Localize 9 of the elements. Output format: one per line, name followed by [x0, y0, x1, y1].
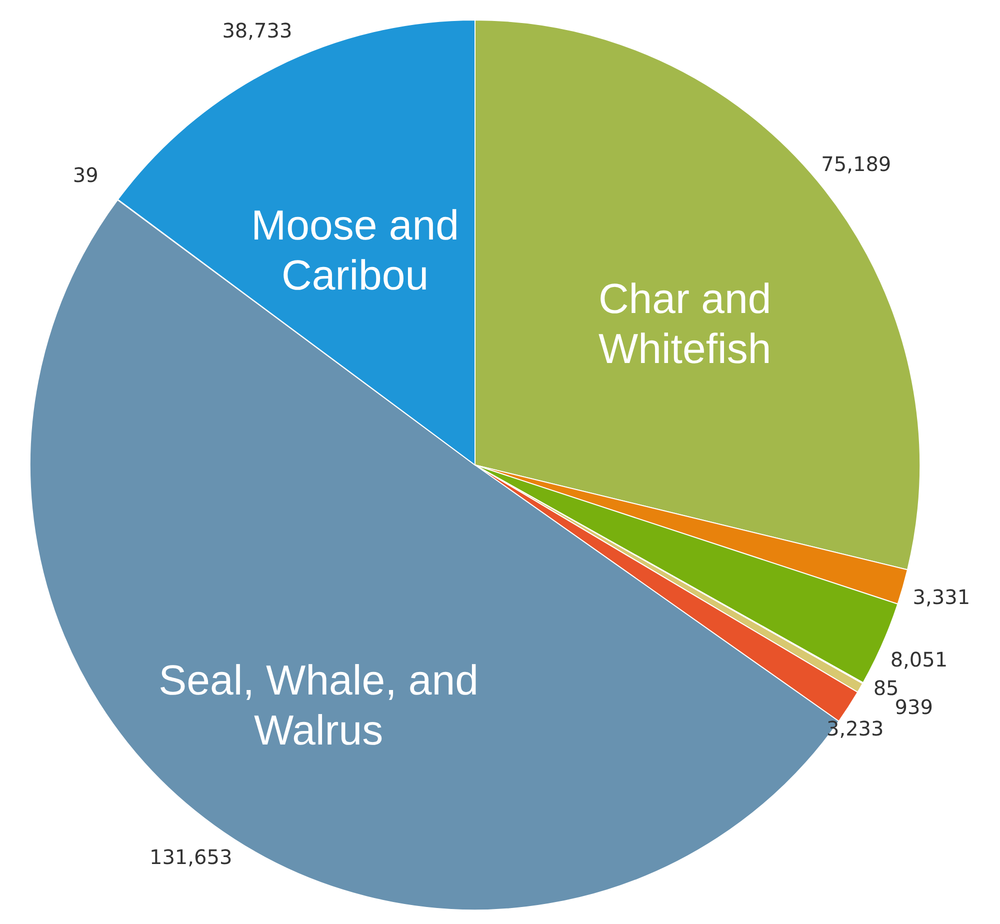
data-label: 3,331: [912, 584, 970, 609]
slice-label: Moose and Caribou: [251, 201, 459, 298]
data-label: 38,733: [222, 18, 292, 43]
data-label: 131,653: [149, 845, 232, 870]
data-label: 8,051: [890, 647, 948, 672]
data-label: 39: [72, 162, 98, 187]
slice-label: Seal, Whale, and Walrus: [158, 656, 479, 754]
data-label: 75,189: [821, 152, 892, 176]
slice-label: Char and Whitefish: [598, 274, 772, 372]
